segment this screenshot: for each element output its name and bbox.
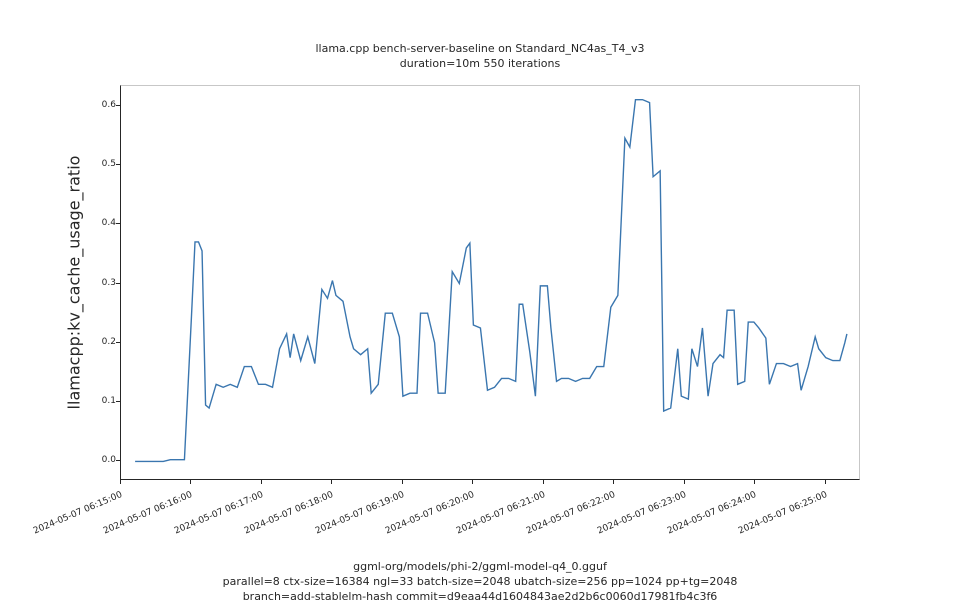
x-tick-mark xyxy=(825,480,826,484)
benchmark-chart: llama.cpp bench-server-baseline on Stand… xyxy=(0,0,960,600)
x-tick-mark xyxy=(684,480,685,484)
line-series-svg xyxy=(121,86,861,481)
y-tick-label: 0.6 xyxy=(86,100,116,110)
x-axis-label: ggml-org/models/phi-2/ggml-model-q4_0.gg… xyxy=(0,560,960,600)
x-tick-mark xyxy=(190,480,191,484)
title-line-1: llama.cpp bench-server-baseline on Stand… xyxy=(0,42,960,57)
x-tick-label: 2024-05-07 06:17:00 xyxy=(132,490,265,554)
plot-area xyxy=(120,85,860,480)
x-tick-mark xyxy=(754,480,755,484)
y-tick-mark xyxy=(116,164,120,165)
y-tick-label: 0.2 xyxy=(86,337,116,347)
x-tick-label: 2024-05-07 06:19:00 xyxy=(273,490,406,554)
y-tick-mark xyxy=(116,401,120,402)
y-tick-label: 0.0 xyxy=(86,455,116,465)
x-tick-label: 2024-05-07 06:23:00 xyxy=(555,490,688,554)
xlabel-line-3: branch=add-stablelm-hash commit=d9eaa44d… xyxy=(0,590,960,600)
x-tick-mark xyxy=(120,480,121,484)
xlabel-line-2: parallel=8 ctx-size=16384 ngl=33 batch-s… xyxy=(0,575,960,590)
x-tick-label: 2024-05-07 06:18:00 xyxy=(203,490,336,554)
x-tick-mark xyxy=(331,480,332,484)
x-tick-mark xyxy=(402,480,403,484)
y-tick-label: 0.4 xyxy=(86,218,116,228)
x-tick-label: 2024-05-07 06:20:00 xyxy=(344,490,477,554)
x-tick-label: 2024-05-07 06:22:00 xyxy=(484,490,617,554)
y-tick-mark xyxy=(116,223,120,224)
x-tick-mark xyxy=(613,480,614,484)
x-tick-label: 2024-05-07 06:24:00 xyxy=(625,490,758,554)
y-tick-mark xyxy=(116,342,120,343)
x-tick-label: 2024-05-07 06:16:00 xyxy=(62,490,195,554)
x-tick-mark xyxy=(261,480,262,484)
x-tick-mark xyxy=(543,480,544,484)
y-tick-label: 0.1 xyxy=(86,396,116,406)
y-tick-label: 0.5 xyxy=(86,159,116,169)
x-tick-mark xyxy=(472,480,473,484)
title-line-2: duration=10m 550 iterations xyxy=(0,57,960,72)
chart-title: llama.cpp bench-server-baseline on Stand… xyxy=(0,42,960,72)
y-tick-mark xyxy=(116,460,120,461)
xlabel-line-1: ggml-org/models/phi-2/ggml-model-q4_0.gg… xyxy=(0,560,960,575)
y-tick-label: 0.3 xyxy=(86,278,116,288)
y-axis-label: llamacpp:kv_cache_usage_ratio xyxy=(64,85,84,480)
y-tick-mark xyxy=(116,105,120,106)
x-tick-label: 2024-05-07 06:25:00 xyxy=(696,490,829,554)
x-tick-label: 2024-05-07 06:21:00 xyxy=(414,490,547,554)
y-tick-mark xyxy=(116,283,120,284)
